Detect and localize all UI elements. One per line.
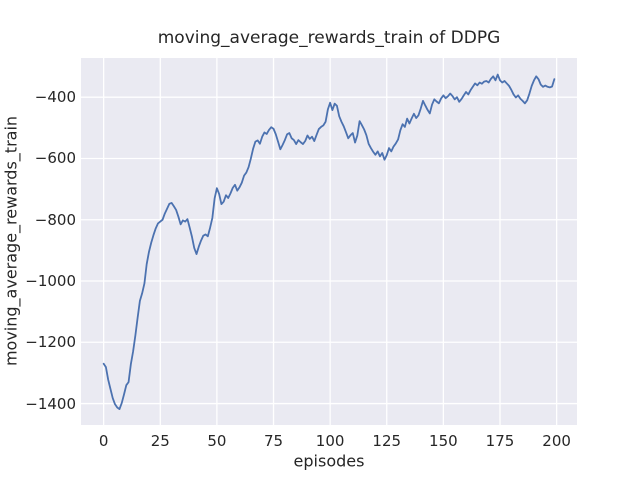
y-tick-label: −1200 [25, 333, 76, 352]
y-tick-label: −1400 [25, 394, 76, 413]
x-tick-label: 75 [263, 432, 284, 450]
x-tick-label: 50 [207, 432, 227, 450]
line-chart [81, 58, 577, 425]
y-axis-label: moving_average_rewards_train [1, 115, 21, 367]
series-line [102, 73, 556, 410]
y-tick-label: −800 [34, 210, 76, 229]
x-tick-label: 150 [429, 432, 458, 450]
x-tick-label: 0 [98, 432, 109, 450]
chart-title: moving_average_rewards_train of DDPG [157, 28, 501, 48]
x-axis-label: episodes [293, 451, 365, 471]
x-tick-label: 200 [542, 432, 571, 450]
y-tick-label: −1000 [25, 272, 76, 291]
x-tick-label: 25 [150, 432, 170, 450]
plot-area [81, 58, 577, 425]
y-tick-label: −600 [34, 149, 76, 168]
x-tick-label: 100 [315, 432, 345, 450]
x-tick-label: 125 [372, 432, 402, 450]
gridlines [81, 58, 577, 425]
x-tick-label: 175 [485, 432, 515, 450]
y-tick-label: −400 [34, 88, 76, 107]
